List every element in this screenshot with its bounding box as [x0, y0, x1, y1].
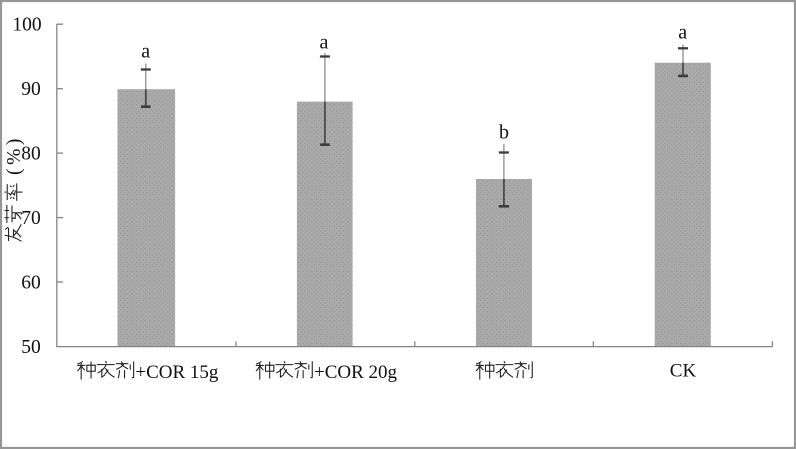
svg-text:100: 100: [12, 15, 41, 36]
svg-text:+COR 15g: +COR 15g: [135, 362, 219, 383]
svg-text:+COR 20g: +COR 20g: [314, 362, 398, 383]
svg-text:70: 70: [21, 208, 41, 229]
svg-text:90: 90: [21, 79, 41, 100]
svg-text:a: a: [320, 32, 329, 54]
svg-text:50: 50: [21, 337, 41, 358]
svg-text:CK: CK: [670, 361, 697, 382]
svg-text:b: b: [499, 122, 509, 144]
svg-text:(%): (%): [4, 135, 25, 175]
svg-text:80: 80: [21, 144, 41, 165]
svg-text:a: a: [678, 22, 687, 44]
svg-text:a: a: [141, 41, 150, 63]
svg-text:60: 60: [21, 272, 41, 293]
